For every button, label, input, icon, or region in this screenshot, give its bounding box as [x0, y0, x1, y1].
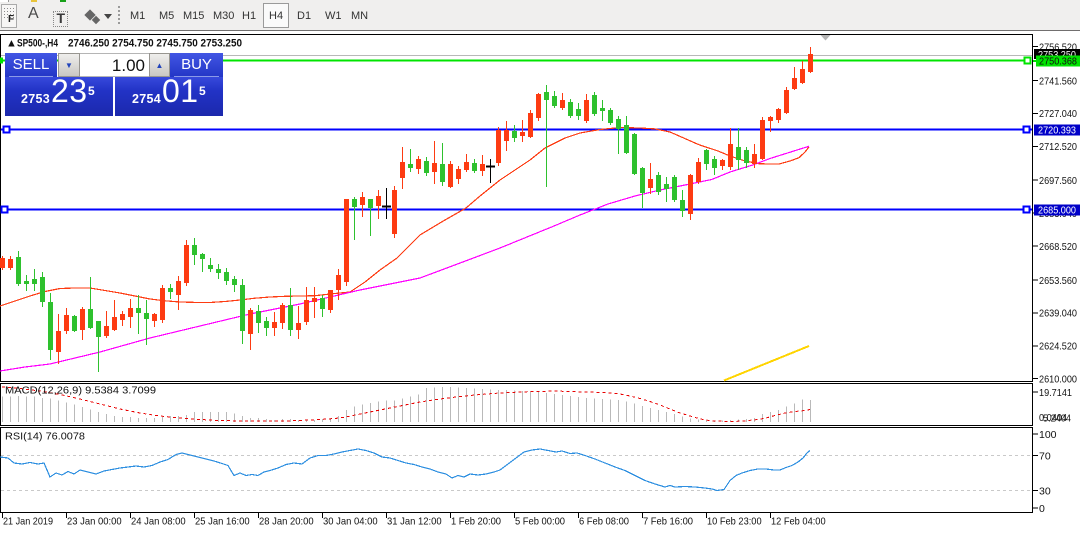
svg-text:30 Jan 04:00: 30 Jan 04:00 [323, 516, 378, 528]
svg-text:25 Jan 16:00: 25 Jan 16:00 [195, 516, 250, 528]
svg-text:SP500-,H4: SP500-,H4 [17, 38, 59, 50]
svg-text:2746.250 2754.750 2745.750 275: 2746.250 2754.750 2745.750 2753.250 [68, 38, 242, 50]
svg-text:0: 0 [1039, 503, 1045, 515]
svg-text:19.7141: 19.7141 [1039, 387, 1072, 399]
svg-text:28 Jan 20:00: 28 Jan 20:00 [259, 516, 314, 528]
svg-text:5 Feb 00:00: 5 Feb 00:00 [515, 516, 565, 528]
svg-text:5.2404: 5.2404 [1043, 412, 1071, 424]
svg-text:7 Feb 16:00: 7 Feb 16:00 [643, 516, 693, 528]
svg-text:2741.560: 2741.560 [1039, 75, 1077, 87]
svg-text:▲: ▲ [6, 38, 17, 50]
svg-text:12 Feb 04:00: 12 Feb 04:00 [771, 516, 826, 528]
svg-text:10 Feb 23:00: 10 Feb 23:00 [707, 516, 762, 528]
svg-text:0.0404: 0.0404 [1039, 412, 1067, 424]
svg-text:70: 70 [1039, 450, 1051, 462]
svg-text:2624.520: 2624.520 [1039, 341, 1077, 353]
svg-text:24 Jan 08:00: 24 Jan 08:00 [131, 516, 186, 528]
svg-text:2639.040: 2639.040 [1039, 308, 1077, 320]
svg-text:6 Feb 08:00: 6 Feb 08:00 [579, 516, 629, 528]
svg-text:1 Feb 20:00: 1 Feb 20:00 [451, 516, 501, 528]
svg-text:2697.560: 2697.560 [1039, 175, 1077, 187]
svg-text:31 Jan 12:00: 31 Jan 12:00 [387, 516, 442, 528]
svg-text:2727.040: 2727.040 [1039, 108, 1077, 120]
svg-text:23 Jan 00:00: 23 Jan 00:00 [67, 516, 122, 528]
svg-text:100: 100 [1039, 429, 1057, 441]
svg-text:2653.560: 2653.560 [1039, 275, 1077, 287]
svg-text:2750.368: 2750.368 [1039, 56, 1077, 68]
svg-text:2610.000: 2610.000 [1039, 374, 1077, 386]
svg-text:2685.000: 2685.000 [1038, 205, 1076, 217]
svg-text:30: 30 [1039, 485, 1051, 497]
svg-text:RSI(14) 76.0078: RSI(14) 76.0078 [5, 431, 85, 443]
svg-text:2668.520: 2668.520 [1039, 241, 1077, 253]
svg-text:2720.393: 2720.393 [1038, 125, 1076, 137]
svg-text:MACD(12,26,9) 9.5384 3.7099: MACD(12,26,9) 9.5384 3.7099 [5, 385, 156, 397]
svg-text:21 Jan 2019: 21 Jan 2019 [3, 516, 53, 528]
svg-text:2712.520: 2712.520 [1039, 141, 1077, 153]
